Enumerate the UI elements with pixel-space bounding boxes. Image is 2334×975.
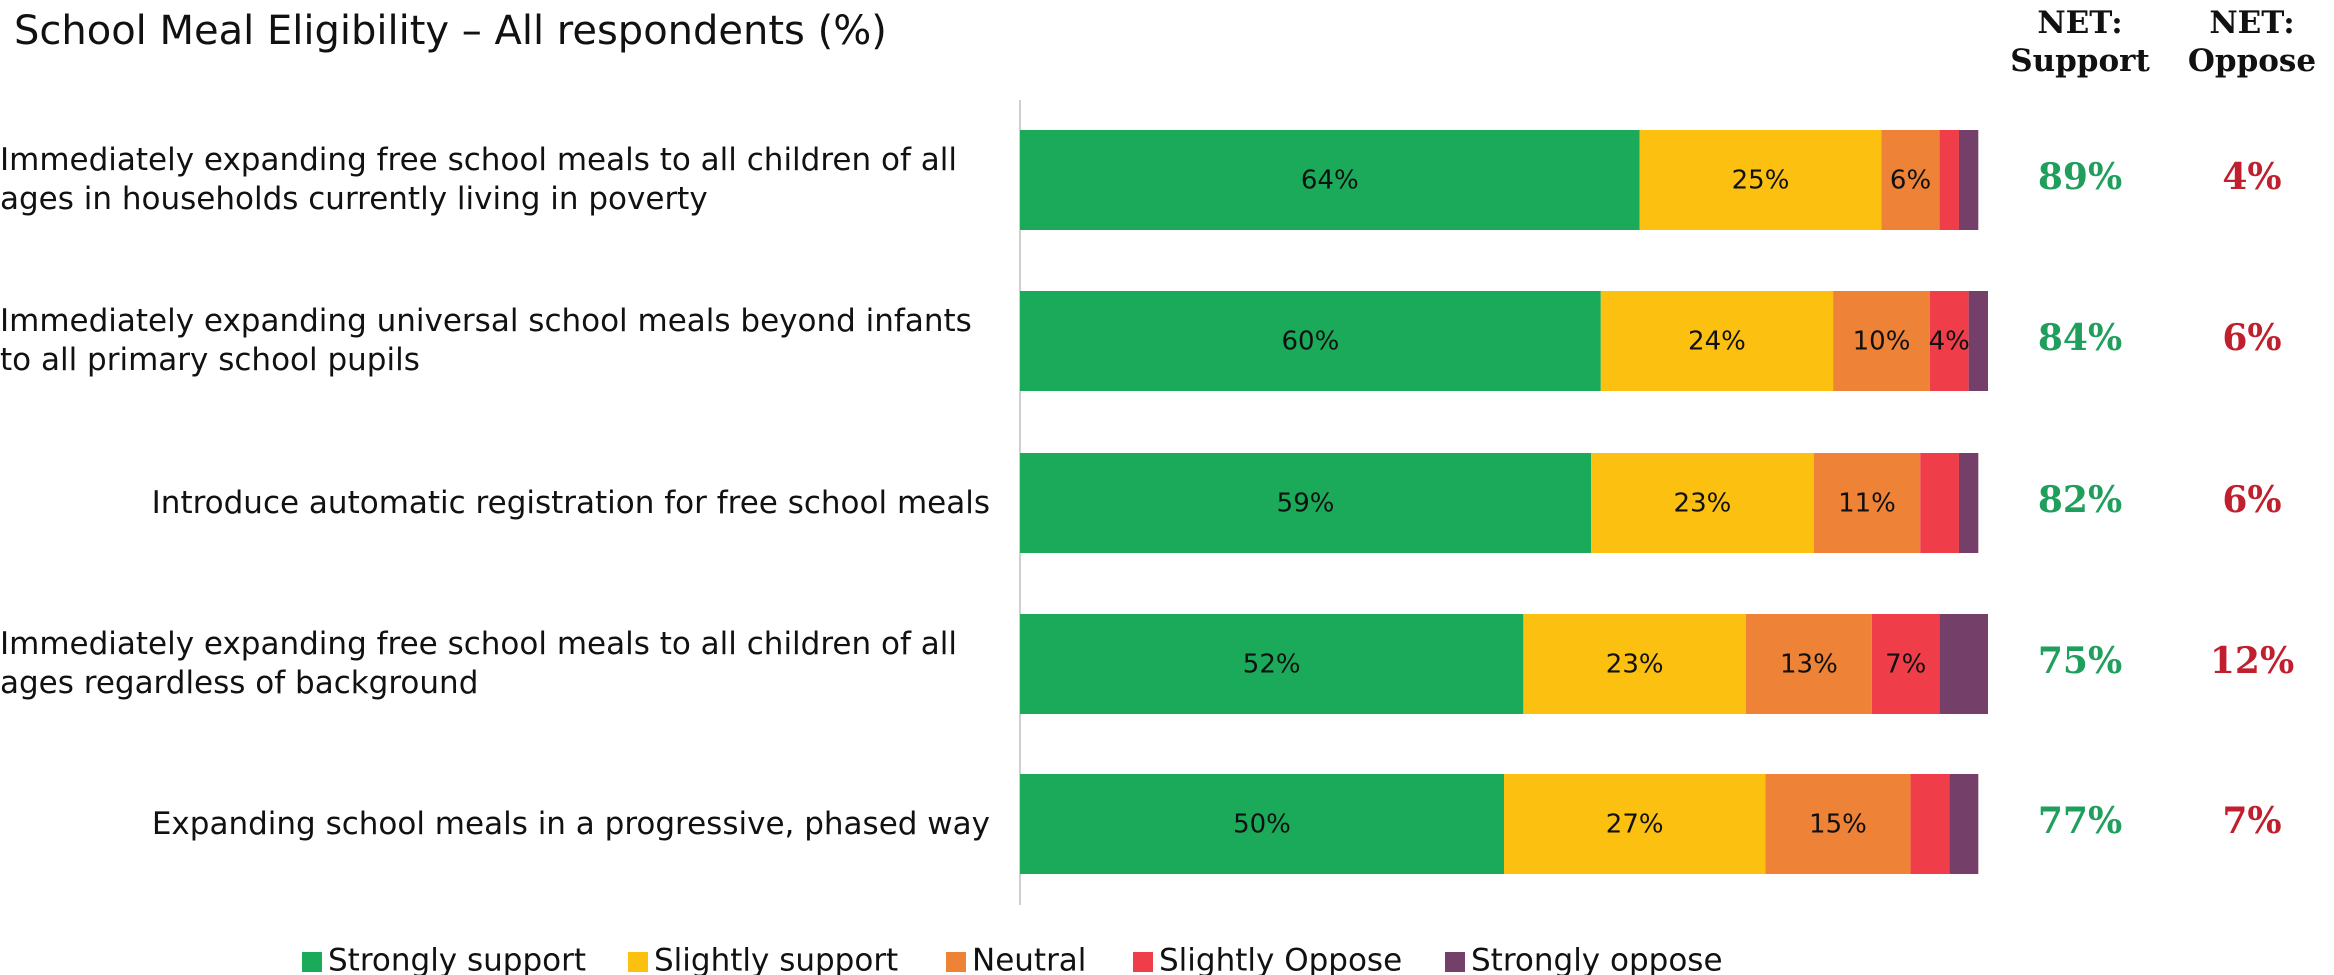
category-label: Immediately expanding free school meals …	[0, 614, 990, 714]
value-label: 27%	[1606, 810, 1664, 840]
net-value: 4%	[2222, 156, 2282, 198]
legend-swatch	[1133, 952, 1153, 972]
bar-segment	[1600, 291, 1834, 391]
bar-segment	[1833, 291, 1930, 391]
value-label: 50%	[1233, 810, 1291, 840]
value-label: 15%	[1809, 810, 1867, 840]
value-label: 60%	[1282, 327, 1340, 357]
value-label: 10%	[1853, 327, 1911, 357]
bar-segment	[1020, 774, 1504, 874]
category-text: Immediately expanding free school meals …	[0, 142, 957, 217]
category-text: Immediately expanding universal school m…	[0, 303, 972, 378]
category-label: Immediately expanding free school meals …	[0, 130, 990, 230]
value-label: 7%	[1885, 650, 1926, 680]
net-value: 6%	[2222, 479, 2282, 521]
bar-segment	[1765, 774, 1911, 874]
value-label: 24%	[1688, 327, 1746, 357]
net-header: NET: Support	[2010, 5, 2150, 79]
value-label: 52%	[1243, 650, 1301, 680]
bar-segment	[1813, 453, 1921, 553]
bar-segment	[1523, 614, 1746, 714]
bar-segment	[1020, 291, 1601, 391]
category-text: Expanding school meals in a progressive,…	[151, 805, 990, 842]
category-label: Expanding school meals in a progressive,…	[0, 774, 990, 874]
net-header: NET: Oppose	[2187, 5, 2317, 79]
bar-segment	[1591, 453, 1814, 553]
chart-title: School Meal Eligibility – All respondent…	[14, 8, 887, 54]
legend-label: Strongly oppose	[1471, 943, 1723, 975]
category-text: Immediately expanding free school meals …	[0, 626, 957, 701]
legend-label: Slightly support	[654, 943, 898, 975]
bar-segment	[1881, 130, 1940, 230]
bar-segment	[1968, 291, 1988, 391]
bar-segment	[1958, 453, 1979, 553]
bar-segment	[1746, 614, 1872, 714]
bar-segment	[1939, 614, 1988, 714]
legend-swatch	[302, 952, 322, 972]
bar-segment	[1958, 130, 1979, 230]
value-label: 23%	[1606, 650, 1664, 680]
net-value: 12%	[2209, 640, 2295, 682]
legend-label: Strongly support	[328, 943, 586, 975]
bar-segment	[1639, 130, 1882, 230]
value-label: 64%	[1301, 166, 1359, 196]
bar-segment	[1920, 453, 1959, 553]
net-value: 89%	[2037, 156, 2123, 198]
legend-label: Neutral	[972, 943, 1086, 975]
category-label: Introduce automatic registration for fre…	[0, 453, 990, 553]
legend-swatch	[628, 952, 648, 972]
bar-segment	[1020, 614, 1524, 714]
value-label: 4%	[1929, 327, 1970, 357]
bar-segment	[1020, 130, 1640, 230]
bar-segment	[1504, 774, 1766, 874]
value-label: 6%	[1890, 166, 1931, 196]
net-value: 6%	[2222, 317, 2282, 359]
bar-segment	[1910, 774, 1950, 874]
category-text: Introduce automatic registration for fre…	[151, 484, 990, 521]
value-label: 23%	[1674, 489, 1732, 519]
value-label: 25%	[1732, 166, 1790, 196]
bar-segment	[1871, 614, 1940, 714]
bar-segment	[1929, 291, 1969, 391]
net-value: 84%	[2037, 317, 2123, 359]
bar-segment	[1939, 130, 1959, 230]
net-value: 75%	[2037, 640, 2123, 682]
bar-segment	[1020, 453, 1592, 553]
legend-label: Slightly Oppose	[1159, 943, 1402, 975]
value-label: 13%	[1780, 650, 1838, 680]
value-label: 11%	[1838, 489, 1896, 519]
net-value: 82%	[2037, 479, 2123, 521]
net-value: 77%	[2037, 800, 2123, 842]
legend-swatch	[946, 952, 966, 972]
bar-segment	[1949, 774, 1979, 874]
legend-swatch	[1445, 952, 1465, 972]
net-value: 7%	[2222, 800, 2282, 842]
value-label: 59%	[1277, 489, 1335, 519]
category-label: Immediately expanding universal school m…	[0, 291, 990, 391]
